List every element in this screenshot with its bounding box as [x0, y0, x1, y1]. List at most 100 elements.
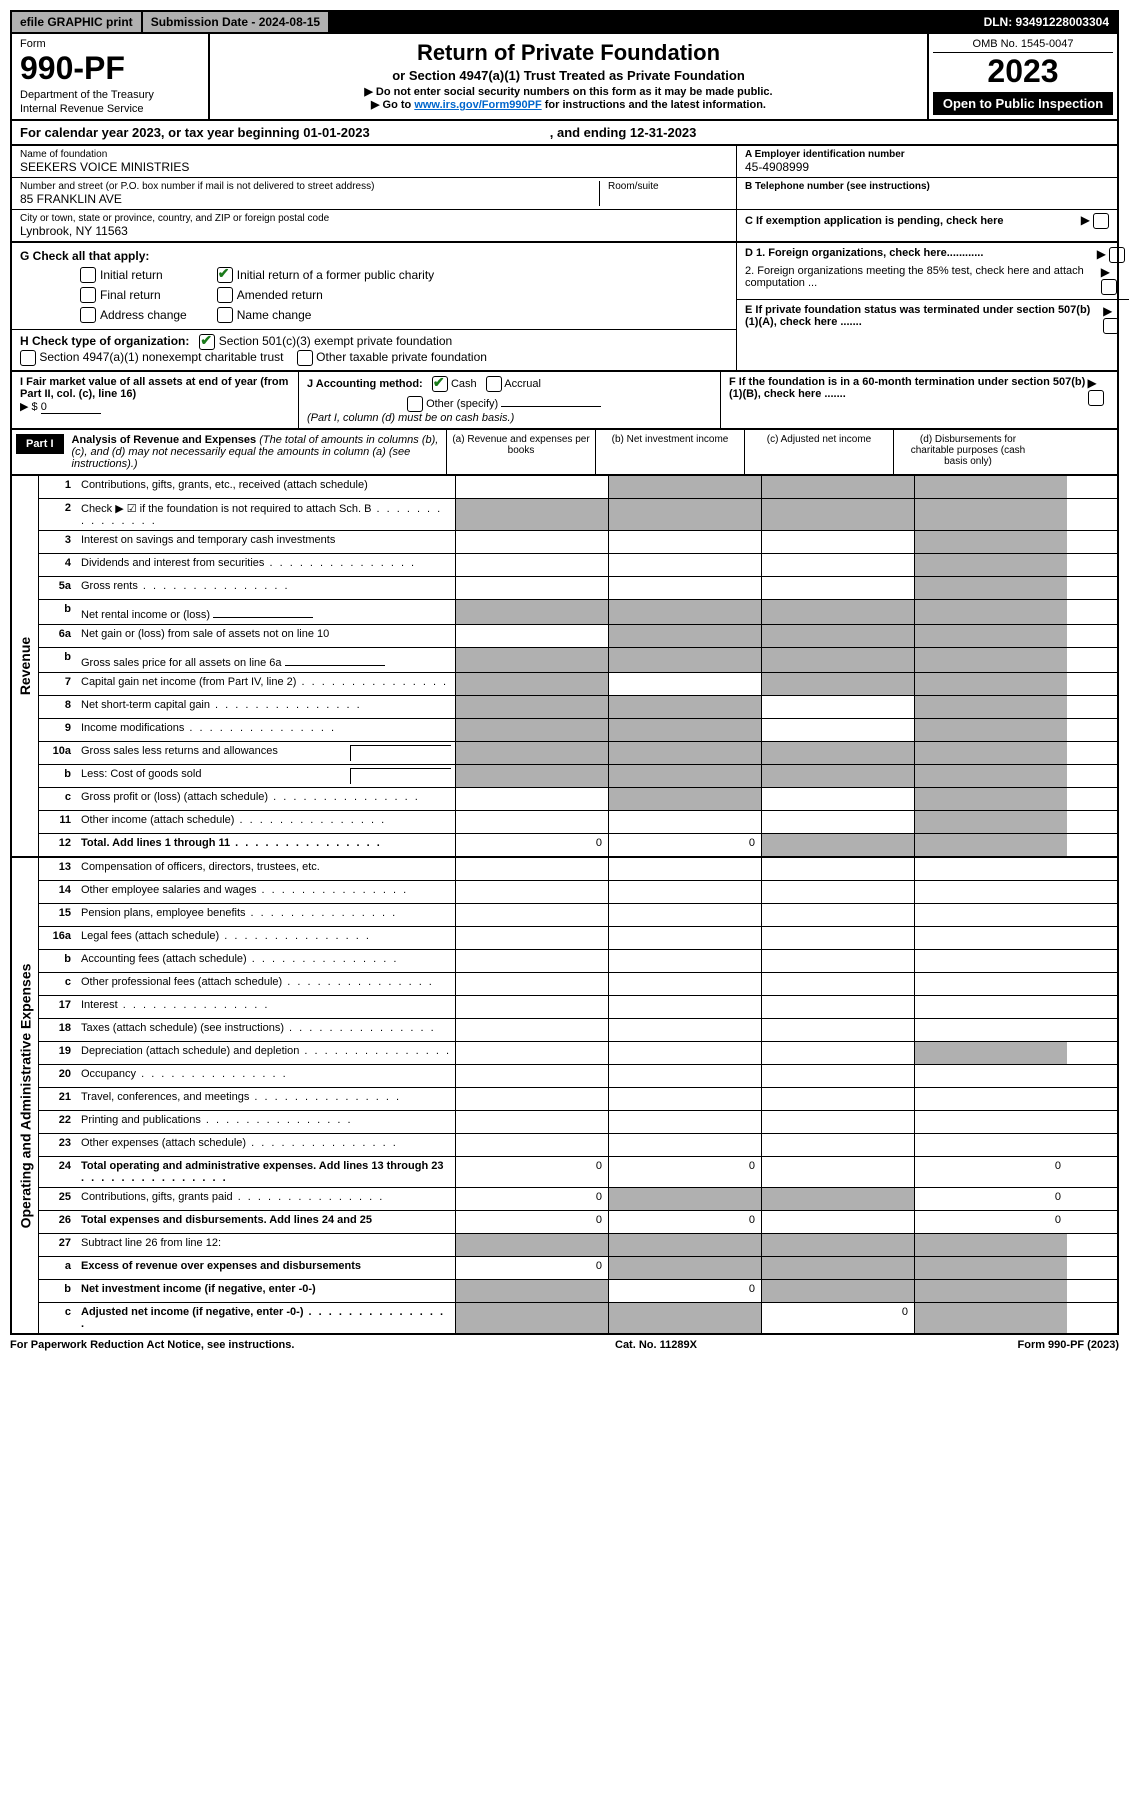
- cell-a: [455, 648, 608, 672]
- row-label: Other expenses (attach schedule): [77, 1134, 455, 1156]
- tax-year: 2023: [933, 53, 1113, 90]
- j-cash[interactable]: [432, 376, 448, 392]
- cell-d: [914, 554, 1067, 576]
- cell-d: 0: [914, 1211, 1067, 1233]
- j-accrual[interactable]: [486, 376, 502, 392]
- cell-a: [455, 1134, 608, 1156]
- cell-d: [914, 696, 1067, 718]
- cell-d: [914, 742, 1067, 764]
- cell-b: [608, 531, 761, 553]
- j-other[interactable]: [407, 396, 423, 412]
- cell-b: [608, 600, 761, 624]
- row-number: 22: [39, 1111, 77, 1133]
- cell-b: [608, 673, 761, 695]
- cell-b: [608, 811, 761, 833]
- row-label: Less: Cost of goods sold: [77, 765, 455, 787]
- cell-c: [761, 834, 914, 856]
- row-label: Other professional fees (attach schedule…: [77, 973, 455, 995]
- cell-b: [608, 973, 761, 995]
- c-checkbox[interactable]: [1093, 213, 1109, 229]
- cell-c: [761, 881, 914, 903]
- row-label: Other income (attach schedule): [77, 811, 455, 833]
- revenue-table: Revenue 1Contributions, gifts, grants, e…: [10, 476, 1119, 858]
- cell-a: 0: [455, 1211, 608, 1233]
- cell-c: [761, 1065, 914, 1087]
- cell-b: [608, 476, 761, 498]
- row-number: 17: [39, 996, 77, 1018]
- h-4947[interactable]: [20, 350, 36, 366]
- row-number: b: [39, 648, 77, 672]
- phone-box: B Telephone number (see instructions): [737, 178, 1117, 210]
- row-number: 23: [39, 1134, 77, 1156]
- row-label: Excess of revenue over expenses and disb…: [77, 1257, 455, 1279]
- cell-c: 0: [761, 1303, 914, 1333]
- cell-c: [761, 811, 914, 833]
- cell-c: [761, 719, 914, 741]
- table-row: 22Printing and publications: [39, 1111, 1117, 1134]
- city-box: City or town, state or province, country…: [12, 210, 736, 241]
- calendar-year-row: For calendar year 2023, or tax year begi…: [10, 121, 1119, 146]
- table-row: 18Taxes (attach schedule) (see instructi…: [39, 1019, 1117, 1042]
- cell-b: 0: [608, 1280, 761, 1302]
- cell-b: 0: [608, 834, 761, 856]
- row-number: 5a: [39, 577, 77, 599]
- cal-year-end: , and ending 12-31-2023: [550, 125, 697, 140]
- irs-link[interactable]: www.irs.gov/Form990PF: [414, 99, 541, 111]
- d1-checkbox[interactable]: [1109, 247, 1125, 263]
- cell-c: [761, 1280, 914, 1302]
- table-row: bNet rental income or (loss): [39, 600, 1117, 625]
- row-number: 10a: [39, 742, 77, 764]
- cell-d: [914, 1303, 1067, 1333]
- part-i-header: Part I Analysis of Revenue and Expenses …: [10, 430, 1119, 476]
- cell-a: 0: [455, 1157, 608, 1187]
- j-block: J Accounting method: Cash Accrual Other …: [299, 372, 720, 428]
- cell-c: [761, 904, 914, 926]
- g-initial-return[interactable]: [80, 267, 96, 283]
- d2-checkbox[interactable]: [1101, 279, 1117, 295]
- cell-b: [608, 927, 761, 949]
- col-d-header: (d) Disbursements for charitable purpose…: [893, 430, 1042, 474]
- g-amended-return[interactable]: [217, 287, 233, 303]
- dln-label: DLN: 93491228003304: [976, 12, 1117, 32]
- table-row: 16aLegal fees (attach schedule): [39, 927, 1117, 950]
- col-a-header: (a) Revenue and expenses per books: [446, 430, 595, 474]
- foundation-name: SEEKERS VOICE MINISTRIES: [20, 160, 728, 174]
- row-number: 19: [39, 1042, 77, 1064]
- g-address-change[interactable]: [80, 307, 96, 323]
- table-row: 26Total expenses and disbursements. Add …: [39, 1211, 1117, 1234]
- efile-label[interactable]: efile GRAPHIC print: [12, 12, 141, 32]
- omb-number: OMB No. 1545-0047: [933, 38, 1113, 53]
- g-final-return[interactable]: [80, 287, 96, 303]
- e-checkbox[interactable]: [1103, 318, 1119, 334]
- g-initial-former[interactable]: [217, 267, 233, 283]
- table-row: bGross sales price for all assets on lin…: [39, 648, 1117, 673]
- cell-a: [455, 927, 608, 949]
- submission-date: Submission Date - 2024-08-15: [143, 12, 328, 32]
- cell-d: 0: [914, 1157, 1067, 1187]
- row-number: c: [39, 973, 77, 995]
- cell-c: [761, 499, 914, 530]
- g-check-block: G Check all that apply: Initial return F…: [12, 243, 736, 329]
- row-number: c: [39, 1303, 77, 1333]
- cell-c: [761, 858, 914, 880]
- row-number: 27: [39, 1234, 77, 1256]
- f-checkbox[interactable]: [1088, 390, 1104, 406]
- cell-a: [455, 1042, 608, 1064]
- cell-b: [608, 881, 761, 903]
- row-label: Compensation of officers, directors, tru…: [77, 858, 455, 880]
- cell-c: [761, 531, 914, 553]
- row-label: Net rental income or (loss): [77, 600, 455, 624]
- row-label: Interest: [77, 996, 455, 1018]
- g-name-change[interactable]: [217, 307, 233, 323]
- h-other-taxable[interactable]: [297, 350, 313, 366]
- h-501c3[interactable]: [199, 334, 215, 350]
- form-title: Return of Private Foundation: [216, 40, 921, 66]
- cell-a: 0: [455, 834, 608, 856]
- cell-d: [914, 973, 1067, 995]
- ssn-note: ▶ Do not enter social security numbers o…: [216, 85, 921, 98]
- cell-a: [455, 577, 608, 599]
- cell-b: [608, 625, 761, 647]
- table-row: bLess: Cost of goods sold: [39, 765, 1117, 788]
- row-number: 20: [39, 1065, 77, 1087]
- row-label: Net investment income (if negative, ente…: [77, 1280, 455, 1302]
